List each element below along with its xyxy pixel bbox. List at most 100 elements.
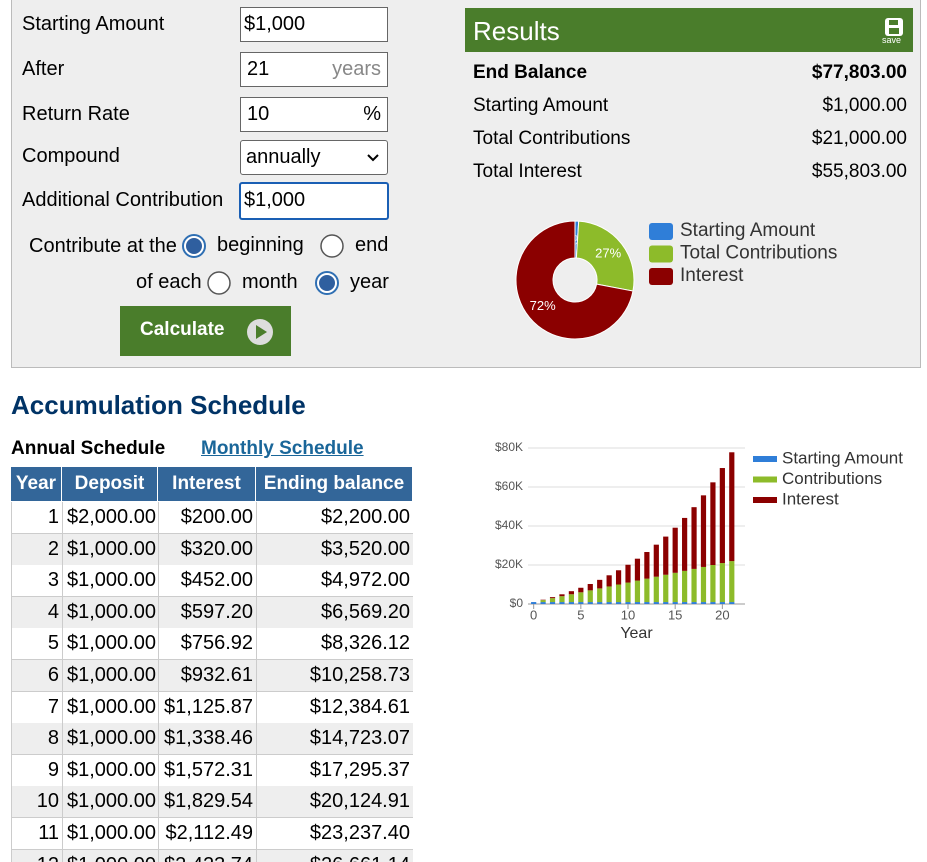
tab[interactable]: Annual Schedule <box>11 438 166 459</box>
table-cell: $1,572.31 <box>158 754 257 786</box>
bar-segment <box>549 602 556 604</box>
legend-swatch <box>649 245 673 263</box>
bar-segment <box>559 596 565 603</box>
radio[interactable] <box>207 271 231 295</box>
x-tick-label: 10 <box>621 607 635 622</box>
bar-segment <box>587 602 593 604</box>
table-cell: $23,237.40 <box>256 818 414 849</box>
table-cell: 10 <box>11 786 63 818</box>
bar-segment <box>710 602 716 604</box>
bar-segment <box>559 594 565 597</box>
legend-label: Interest <box>680 265 744 286</box>
table-cell: 11 <box>11 818 63 849</box>
table-cell: $1,000.00 <box>62 849 159 862</box>
bar-segment <box>587 590 593 603</box>
bar-segment <box>568 594 574 603</box>
bar-segment <box>644 602 650 604</box>
calculate-button[interactable]: Calculate <box>120 306 291 356</box>
table-cell: 5 <box>11 628 63 660</box>
bar-segment <box>691 568 697 603</box>
bar-segment <box>615 602 622 604</box>
pie-label: 72% <box>530 298 556 313</box>
bar-segment <box>540 600 546 603</box>
table-cell: 7 <box>11 691 63 723</box>
bar-segment <box>578 602 584 604</box>
legend-label: Interest <box>782 489 839 508</box>
result-value: $55,803.00 <box>811 161 907 182</box>
table-cell: 9 <box>11 754 63 786</box>
bar-segment <box>710 565 716 603</box>
radio-label: Contribute at the <box>29 235 177 257</box>
legend-label: Starting Amount <box>680 220 816 241</box>
input-value: 21 <box>247 58 270 80</box>
input-value: $1,000 <box>244 189 306 211</box>
legend-swatch <box>753 456 777 462</box>
bar-segment <box>700 495 707 567</box>
radio[interactable] <box>320 234 344 258</box>
table-cell: $14,723.07 <box>256 723 414 755</box>
results-header: Results save <box>465 8 913 52</box>
bar-segment <box>682 570 688 603</box>
bar-segment <box>700 602 707 604</box>
x-tick-label: 15 <box>668 607 682 622</box>
text-input[interactable]: $1,000 <box>240 7 388 42</box>
bar-segment <box>719 602 725 604</box>
text-input[interactable]: 10% <box>240 97 388 132</box>
bar-segment <box>663 574 669 603</box>
field-label: Additional Contribution <box>22 189 224 211</box>
x-tick-label: 0 <box>530 607 537 622</box>
bar-segment <box>672 602 678 604</box>
bar-segment <box>719 563 725 603</box>
table-cell: $1,338.46 <box>158 723 257 755</box>
table-cell: $597.20 <box>158 596 257 628</box>
bar-segment <box>700 566 707 603</box>
radio-option: end <box>355 234 389 256</box>
text-input[interactable]: 21 years <box>240 52 388 87</box>
bar-segment <box>578 587 584 593</box>
bar-segment <box>634 602 641 604</box>
table-cell: $452.00 <box>158 565 257 597</box>
result-value: $77,803.00 <box>811 62 907 83</box>
table-cell: 1 <box>11 502 63 533</box>
bar-segment <box>568 602 574 604</box>
y-tick-label: $40K <box>495 518 523 532</box>
save-icon[interactable] <box>884 17 904 37</box>
table-cell: $17,295.37 <box>256 754 414 786</box>
table-cell: $1,829.54 <box>158 786 257 818</box>
text-input[interactable]: $1,000 <box>239 182 389 220</box>
table-cell: 12 <box>11 849 63 862</box>
radio-label: of each <box>136 271 202 293</box>
select[interactable]: annually <box>240 140 388 175</box>
y-tick-label: $0 <box>510 596 524 610</box>
bar-segment <box>625 602 631 604</box>
bar-segment <box>653 602 659 604</box>
bar-segment <box>559 602 565 604</box>
table-row <box>11 723 413 756</box>
save-label[interactable]: save <box>882 35 902 45</box>
bar-segment <box>597 588 603 603</box>
table-row <box>11 628 413 661</box>
input-unit: % <box>363 103 381 125</box>
result-value: $1,000.00 <box>822 95 907 116</box>
table-cell: $10,258.73 <box>256 660 414 691</box>
radio-option: year <box>350 271 389 293</box>
table-cell: $2,200.00 <box>256 502 414 533</box>
play-icon <box>247 319 273 345</box>
table-header: Deposit <box>62 467 158 501</box>
table-cell: $1,000.00 <box>62 565 159 597</box>
table-cell: $1,000.00 <box>62 754 159 786</box>
bar-segment <box>549 598 556 603</box>
section-title: Accumulation Schedule <box>11 390 306 420</box>
bar-segment <box>578 592 584 603</box>
bar-segment <box>663 536 669 575</box>
table-cell: 8 <box>11 723 63 755</box>
result-label: Total Contributions <box>473 128 631 149</box>
table-row <box>11 786 413 819</box>
bar-segment <box>587 583 593 591</box>
tab[interactable]: Monthly Schedule <box>201 438 364 459</box>
table-cell: $932.61 <box>158 660 257 691</box>
bar-segment <box>644 578 650 603</box>
result-label: Total Interest <box>473 161 582 182</box>
radio-dot <box>186 238 202 254</box>
